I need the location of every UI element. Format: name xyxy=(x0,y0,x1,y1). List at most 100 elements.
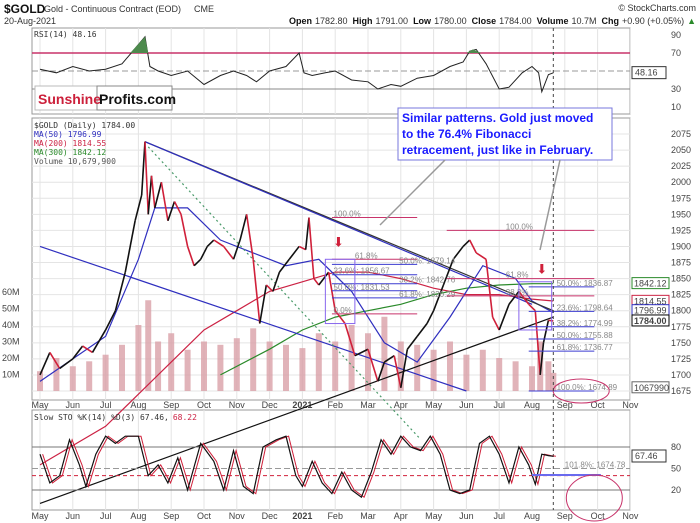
sto-legend-k: Slow STO %K(14) %D(3) 67.46, xyxy=(34,413,169,422)
legend-ma50: MA(50) 1796.99 xyxy=(34,130,102,139)
up-trendline-black xyxy=(39,316,554,505)
price-segment xyxy=(150,175,156,208)
volume-bar xyxy=(184,349,191,391)
close-value: 1784.00 xyxy=(499,16,532,26)
low-value: 1780.00 xyxy=(434,16,467,26)
x-tick-label: Aug xyxy=(130,400,146,410)
price-tag xyxy=(631,314,670,327)
x-tick-label: Mar xyxy=(360,400,376,410)
price-tag-label: 1067990 xyxy=(634,383,669,393)
ma200-line xyxy=(39,271,554,466)
price-tag xyxy=(631,381,670,394)
price-segment xyxy=(313,278,320,286)
volume-value: 10.7M xyxy=(572,16,597,26)
x-tick-label: Nov xyxy=(622,511,639,521)
volume-bar xyxy=(201,341,207,391)
y-tick-label: 1775 xyxy=(671,322,691,332)
ma300-line xyxy=(220,283,554,376)
price-segment xyxy=(140,141,146,196)
chg-value: +0.90 (+0.05%) xyxy=(622,16,684,26)
annotation-line-3: retracement, just like in February. xyxy=(402,143,593,157)
price-segment xyxy=(147,175,153,215)
x-tick-label: May xyxy=(425,511,443,521)
price-segment xyxy=(223,245,235,260)
dotted-green-line xyxy=(147,146,421,440)
sto-tick-label: 50 xyxy=(671,464,681,474)
price-segment xyxy=(334,310,346,325)
price-segment xyxy=(298,245,307,251)
down-trendline-blue xyxy=(144,141,533,305)
x-tick-label: May xyxy=(31,511,49,521)
fib-feb-label: 38.2%: 1842.76 xyxy=(399,276,456,285)
price-segment xyxy=(452,245,464,260)
chart-date: 20-Aug-2021 xyxy=(4,16,56,26)
price-tag-label: 1796.99 xyxy=(634,306,667,316)
fib-feb-label: 0.0% xyxy=(334,306,352,315)
open-label: Open xyxy=(289,16,312,26)
down-arrow-icon: ⬇ xyxy=(536,261,547,276)
price-segment xyxy=(432,284,445,311)
x-tick-label: Oct xyxy=(197,511,212,521)
sunshine-profits-logo: Sunshine Profits.com xyxy=(34,85,176,111)
volume-tick-label: 10M xyxy=(2,370,20,380)
price-segment xyxy=(491,316,500,331)
x-tick-label: Jul xyxy=(493,511,505,521)
y-tick-label: 1900 xyxy=(671,241,691,251)
volume-bar xyxy=(69,366,76,391)
rsi-overbought-fill xyxy=(466,49,482,53)
logo-part-1: Sunshine xyxy=(38,91,101,107)
x-tick-label: Aug xyxy=(130,511,146,521)
volume-bar xyxy=(135,325,142,391)
price-segment xyxy=(173,201,182,215)
x-tick-label: Jul xyxy=(100,511,112,521)
fib-feb-label: 61.8% xyxy=(355,251,378,260)
exchange: CME xyxy=(194,4,214,14)
rsi-tick-label: 70 xyxy=(671,48,681,58)
sto-legend: Slow STO %K(14) %D(3) 67.46, 68.22 xyxy=(34,413,197,422)
instrument-name: Gold - Continuous Contract (EOD) xyxy=(44,4,181,14)
price-segment xyxy=(288,245,300,260)
price-legend: $GOLD (Daily) 1784.00 xyxy=(34,121,135,130)
price-segment xyxy=(265,284,274,292)
chg-label: Chg xyxy=(602,16,620,26)
y-tick-label: 1975 xyxy=(671,193,691,203)
logo-part-2: Profits.com xyxy=(99,91,176,107)
volume-bar xyxy=(463,354,470,391)
y-tick-label: 1825 xyxy=(671,290,691,300)
fib-feb-label: 100.0% xyxy=(334,210,361,219)
x-tick-label: Oct xyxy=(197,400,212,410)
x-tick-label: Sep xyxy=(163,400,179,410)
x-tick-label: Aug xyxy=(524,400,540,410)
copyright: © StockCharts.com xyxy=(618,3,696,13)
price-segment xyxy=(475,252,487,260)
price-tag-label: 1842.12 xyxy=(634,279,667,289)
rsi-value-tag xyxy=(631,66,667,80)
price-segment xyxy=(548,319,554,322)
volume-bar xyxy=(102,354,109,391)
volume-bar xyxy=(217,344,224,391)
fib-aug-label: 38.2% xyxy=(506,288,529,297)
x-tick-label: Feb xyxy=(327,400,343,410)
high-label: High xyxy=(353,16,373,26)
x-tick-label: Oct xyxy=(591,400,606,410)
fib-aug-label: 23.6%: 1798.64 xyxy=(557,303,614,312)
price-segment xyxy=(186,246,195,266)
rsi-tick-label: 30 xyxy=(671,84,681,94)
price-segment xyxy=(344,323,356,356)
y-tick-label: 1750 xyxy=(671,338,691,348)
low-label: Low xyxy=(413,16,432,26)
price-segment xyxy=(124,220,136,273)
price-segment xyxy=(462,239,471,248)
volume-bar xyxy=(381,316,388,391)
volume-tick-label: 30M xyxy=(2,337,20,347)
x-tick-label: Aug xyxy=(524,511,540,521)
price-segment xyxy=(377,361,386,382)
price-segment xyxy=(367,349,379,382)
up-arrow-icon: ▲ xyxy=(687,16,696,26)
x-tick-label: Feb xyxy=(327,511,343,521)
price-segment xyxy=(383,354,395,363)
fib-feb-label: 50.0%: 1831.53 xyxy=(334,283,391,292)
x-tick-label: Sep xyxy=(557,511,573,521)
price-segment xyxy=(278,258,290,273)
price-segment xyxy=(416,323,428,337)
